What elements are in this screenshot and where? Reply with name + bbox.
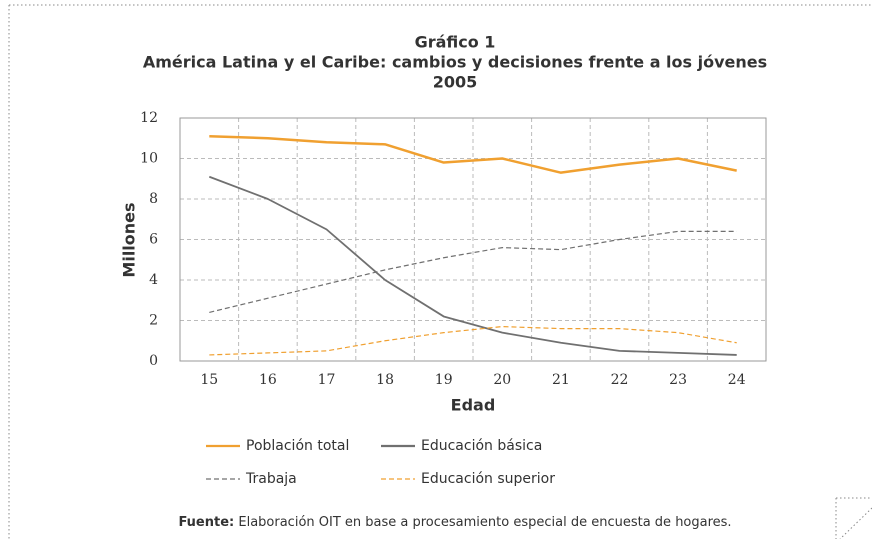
x-tick-label: 18 bbox=[376, 372, 394, 388]
legend-label: Educación superior bbox=[421, 471, 555, 487]
y-tick-label: 6 bbox=[149, 232, 158, 248]
series-line bbox=[209, 230, 737, 313]
footer: Fuente: Elaboración OIT en base a proces… bbox=[178, 515, 731, 530]
x-tick-label: 20 bbox=[493, 372, 511, 388]
chart-title: 2005 bbox=[433, 73, 478, 92]
x-tick-label: 17 bbox=[318, 372, 336, 388]
chart-title: América Latina y el Caribe: cambios y de… bbox=[143, 53, 767, 72]
x-tick-label: 23 bbox=[669, 372, 687, 388]
y-axis-label: Millones bbox=[120, 202, 139, 277]
series-line bbox=[208, 175, 737, 356]
x-tick-label: 19 bbox=[435, 372, 453, 388]
x-tick-label: 24 bbox=[728, 372, 746, 388]
series-line bbox=[209, 134, 737, 174]
legend-label: Población total bbox=[246, 438, 349, 454]
x-tick-label: 16 bbox=[259, 372, 277, 388]
y-tick-label: 10 bbox=[140, 151, 158, 167]
x-tick-label: 21 bbox=[552, 372, 570, 388]
y-tick-label: 12 bbox=[140, 110, 158, 126]
page-curl bbox=[835, 497, 872, 539]
x-axis-label: Edad bbox=[451, 396, 496, 415]
legend-label: Trabaja bbox=[245, 471, 297, 487]
y-tick-label: 4 bbox=[149, 272, 158, 288]
legend-label: Educación básica bbox=[421, 438, 542, 454]
y-tick-label: 0 bbox=[149, 353, 158, 369]
y-tick-label: 8 bbox=[149, 191, 158, 207]
chart-title: Gráfico 1 bbox=[415, 33, 496, 52]
x-tick-label: 15 bbox=[200, 372, 218, 388]
footer-text: Elaboración OIT en base a procesamiento … bbox=[238, 515, 731, 530]
plot-frame bbox=[179, 117, 767, 362]
y-tick-label: 2 bbox=[149, 313, 158, 329]
x-tick-label: 22 bbox=[611, 372, 629, 388]
series-line bbox=[209, 325, 737, 356]
footer-label: Fuente: bbox=[178, 515, 234, 530]
